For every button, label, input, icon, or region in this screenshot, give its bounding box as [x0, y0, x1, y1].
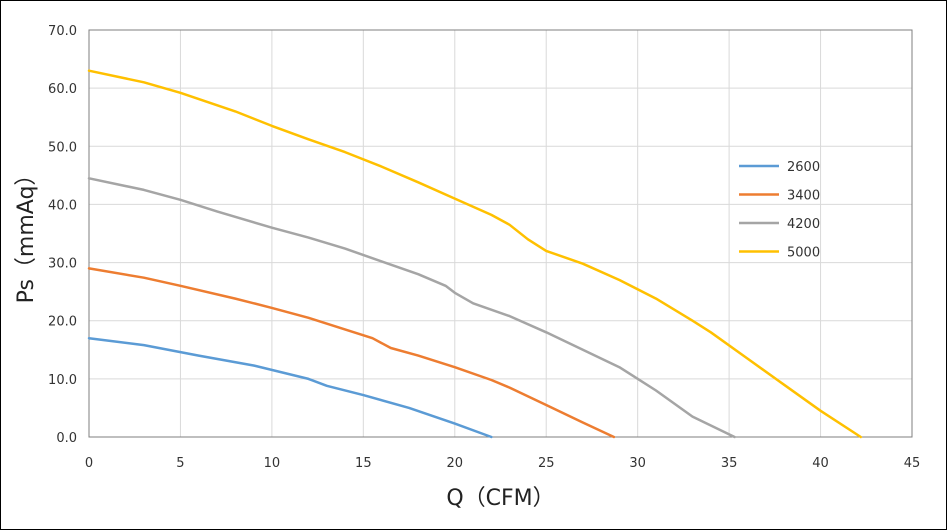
series-line-5000 [87, 69, 863, 439]
series-line-2600 [87, 336, 493, 439]
series-layer [87, 69, 863, 439]
x-tick-label: 30 [629, 456, 646, 471]
x-tick-label: 5 [176, 456, 184, 471]
x-axis-title: Q（CFM） [446, 486, 554, 511]
x-tick-label: 25 [538, 456, 555, 471]
x-tick-label: 45 [904, 456, 921, 471]
x-tick-label: 15 [355, 456, 372, 471]
y-tick-label: 30.0 [48, 257, 77, 272]
x-tick-label: 40 [812, 456, 829, 471]
y-tick-label: 10.0 [48, 373, 77, 388]
series-line-4200 [87, 177, 736, 439]
y-tick-label: 20.0 [48, 315, 77, 330]
x-tick-label: 10 [264, 456, 281, 471]
x-tick-label: 20 [447, 456, 464, 471]
grid-lines [88, 29, 913, 438]
series-line-3400 [87, 267, 616, 439]
plot-area-border [88, 29, 913, 438]
y-tick-label: 50.0 [48, 140, 77, 155]
y-tick-label: 0.0 [56, 431, 77, 446]
y-axis-ticks: 0.0 10.0 20.0 30.0 40.0 50.0 60.0 70.0 [48, 24, 77, 446]
y-tick-label: 40.0 [48, 198, 77, 213]
y-tick-label: 60.0 [48, 82, 77, 97]
x-tick-label: 35 [721, 456, 738, 471]
legend-label-4200: 4200 [787, 217, 820, 232]
y-tick-label: 70.0 [48, 24, 77, 39]
y-axis-title: Ps（mmAq） [14, 164, 39, 304]
x-tick-label: 0 [85, 456, 93, 471]
legend-label-5000: 5000 [787, 246, 820, 261]
legend-label-3400: 3400 [787, 189, 820, 204]
x-axis-ticks: 0 5 10 15 20 25 30 35 40 45 [85, 456, 920, 471]
legend: 2600 3400 4200 5000 [739, 160, 820, 261]
legend-label-2600: 2600 [787, 160, 820, 175]
